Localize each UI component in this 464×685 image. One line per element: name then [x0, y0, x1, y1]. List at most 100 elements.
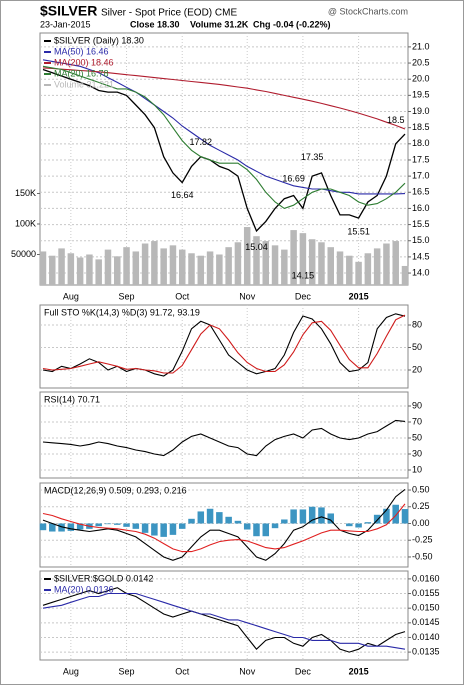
- y-tick-label: 20.5: [412, 57, 430, 67]
- bar: [160, 248, 167, 285]
- bar: [188, 518, 195, 524]
- y-tick-label: 10: [412, 464, 422, 474]
- legend-label: MA(50) 16.46: [54, 46, 109, 56]
- x-tick-label: 2015: [349, 666, 369, 676]
- series-line: [42, 503, 406, 553]
- bar: [308, 239, 316, 285]
- bar: [253, 236, 260, 285]
- bar: [308, 506, 316, 524]
- y-tick-label: 0.0140: [412, 632, 440, 642]
- bar: [401, 265, 409, 285]
- y2-tick-label: 150K: [15, 188, 36, 198]
- x-tick-label: Nov: [239, 666, 256, 676]
- volume: Volume 31.2K: [190, 19, 249, 29]
- y-tick-label: 20.0: [412, 74, 430, 84]
- annotation: 17.35: [301, 152, 324, 162]
- bar: [225, 516, 232, 524]
- bar: [346, 523, 353, 527]
- y-tick-label: 90: [412, 400, 422, 410]
- bar: [197, 511, 205, 524]
- watermark: @ StockCharts.com: [328, 6, 408, 16]
- y-tick-label: 30: [412, 448, 422, 458]
- bar: [188, 253, 195, 285]
- bar: [271, 523, 279, 529]
- y-tick-label: 0.00: [412, 518, 430, 528]
- bar: [401, 509, 409, 524]
- bar: [327, 513, 334, 524]
- series-line: [42, 313, 406, 377]
- y-tick-label: 0.0155: [412, 588, 440, 598]
- bar: [95, 259, 102, 285]
- annotation: 15.51: [347, 227, 370, 237]
- bar: [76, 523, 84, 530]
- x-tick-label: Oct: [175, 666, 190, 676]
- bar: [49, 523, 56, 532]
- legend-label: Volume 31,221: [54, 79, 114, 89]
- bar: [39, 251, 47, 285]
- y2-tick-label: 50000: [11, 249, 36, 259]
- annotation: 14.15: [292, 271, 315, 281]
- panel-title: MACD(12,26,9) 0.509, 0.293, 0.216: [44, 485, 187, 495]
- series-line: [42, 592, 406, 650]
- bar: [169, 523, 177, 535]
- x-tick-label: Nov: [239, 291, 256, 301]
- series-line: [42, 314, 406, 374]
- bar: [49, 255, 56, 285]
- legend-label: $SILVER:$GOLD 0.0142: [54, 573, 153, 583]
- bar: [178, 523, 186, 529]
- y-tick-label: 16.5: [412, 187, 430, 197]
- bar: [243, 523, 251, 530]
- series-line: [42, 488, 406, 561]
- bar: [114, 523, 121, 525]
- y-tick-label: 50: [412, 432, 422, 442]
- y-tick-label: 19.5: [412, 90, 430, 100]
- series-line: [42, 587, 406, 653]
- bar: [253, 523, 260, 537]
- panel: [39, 482, 409, 568]
- legend-label: $SILVER (Daily) 18.30: [54, 35, 144, 45]
- bar: [281, 519, 288, 524]
- x-tick-label: Aug: [63, 291, 79, 301]
- series-line: [42, 419, 406, 457]
- bar: [160, 523, 167, 537]
- series-line: [42, 68, 406, 233]
- change: Chg -0.04 (-0.22%): [253, 19, 331, 29]
- panel: [39, 570, 409, 661]
- y-tick-label: 14.5: [412, 251, 430, 261]
- x-tick-label: Sep: [119, 291, 135, 301]
- bar: [373, 514, 381, 524]
- bar: [58, 523, 65, 532]
- y-tick-label: 14.0: [412, 267, 430, 277]
- y-tick-label: 18.5: [412, 122, 430, 132]
- x-tick-label: 2015: [349, 291, 369, 301]
- bar: [132, 251, 140, 285]
- bar: [178, 249, 186, 285]
- y-tick-label: 0.0145: [412, 617, 440, 627]
- bar: [392, 504, 399, 524]
- bar: [86, 254, 93, 285]
- y-tick-label: 0.0160: [412, 573, 440, 583]
- y-tick-label: 0.50: [412, 484, 430, 494]
- symbol: $SILVER: [40, 3, 97, 19]
- bar: [355, 523, 362, 528]
- series-line: [42, 67, 406, 130]
- bar: [67, 253, 75, 285]
- bar: [123, 523, 130, 527]
- y-tick-label: 17.0: [412, 170, 430, 180]
- bar: [243, 227, 251, 285]
- bar: [299, 233, 307, 285]
- bar: [290, 509, 297, 524]
- bar: [373, 248, 381, 285]
- close: Close 18.30: [130, 19, 180, 29]
- y-tick-label: -0.25: [412, 535, 433, 545]
- bar: [216, 512, 223, 524]
- bar: [262, 523, 270, 537]
- bar: [104, 523, 112, 525]
- y-tick-label: 15.0: [412, 235, 430, 245]
- y2-tick-label: 100K: [15, 218, 36, 228]
- bar: [216, 254, 223, 285]
- bar: [141, 523, 149, 533]
- bar: [299, 509, 307, 524]
- bar: [151, 523, 158, 536]
